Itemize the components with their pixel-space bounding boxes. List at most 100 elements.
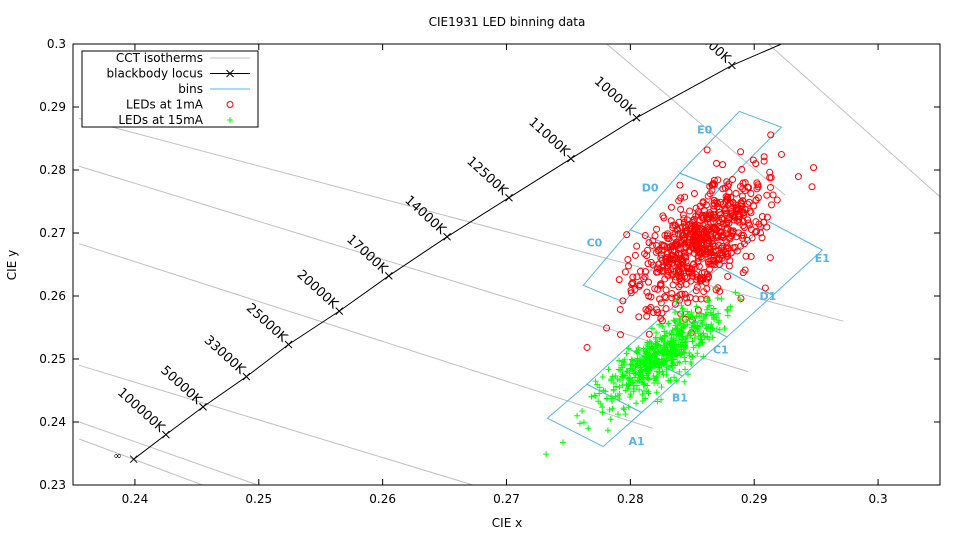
data-point: [739, 222, 747, 230]
data-point: [682, 358, 689, 365]
cct-isotherm-line: [767, 44, 940, 198]
data-point: [629, 357, 636, 364]
bin-label-E1: E1: [815, 252, 830, 265]
data-point: [651, 345, 658, 352]
data-point: [596, 384, 603, 391]
data-point: [656, 364, 663, 371]
data-point: [739, 269, 747, 277]
data-point: [606, 406, 613, 413]
data-point: [700, 288, 708, 296]
locus-marker: [129, 455, 138, 464]
data-point: [688, 309, 695, 316]
data-point: [687, 358, 694, 365]
data-point: [694, 208, 702, 216]
data-point: [616, 357, 623, 364]
data-point: [699, 199, 707, 207]
data-point: [645, 376, 652, 383]
data-point: [688, 353, 695, 360]
data-point-outlier: [707, 309, 714, 316]
cct-isotherm-line: [606, 44, 786, 196]
bin-outline-E0: [679, 110, 783, 190]
data-point-outlier: [574, 412, 581, 419]
data-point: [653, 348, 660, 355]
data-point: [698, 317, 705, 324]
data-point: [661, 328, 668, 335]
data-point: [698, 273, 706, 281]
data-point: [658, 360, 665, 367]
data-point: [702, 315, 709, 322]
data-point-outlier: [621, 268, 629, 276]
data-point: [610, 386, 617, 393]
data-point: [621, 356, 628, 363]
bin-label-D1: D1: [759, 290, 776, 303]
data-point: [689, 261, 697, 269]
data-point: [766, 183, 774, 191]
data-point: [665, 320, 672, 327]
led-15ma-series: [543, 284, 744, 458]
x-tick-label: 0.24: [122, 492, 149, 506]
data-point: [707, 328, 714, 335]
cct-isotherm-line: [79, 438, 204, 485]
data-point: [738, 165, 746, 173]
data-point: [701, 229, 709, 237]
data-point: [697, 333, 704, 340]
locus-temperature-label: 50000K: [157, 363, 204, 408]
data-point: [674, 241, 682, 249]
bin-label-C0: C0: [587, 236, 603, 249]
data-point: [631, 374, 638, 381]
data-point: [692, 270, 700, 278]
data-point: [670, 356, 677, 363]
data-point: [693, 303, 700, 310]
data-point: [643, 312, 651, 320]
data-point: [643, 288, 651, 296]
data-point: [686, 294, 694, 302]
data-point: [682, 335, 689, 342]
data-point: [665, 377, 672, 384]
data-point: [650, 373, 657, 380]
data-point: [709, 334, 716, 341]
locus-marker: [632, 113, 641, 122]
data-point: [616, 377, 623, 384]
data-point: [635, 282, 643, 290]
data-point: [656, 369, 663, 376]
data-point: [664, 339, 671, 346]
data-point: [658, 309, 666, 317]
data-point: [667, 203, 675, 211]
data-point: [659, 368, 666, 375]
data-point: [622, 372, 629, 379]
data-point: [633, 349, 640, 356]
data-point: [690, 190, 698, 198]
data-point: [724, 272, 732, 280]
data-point: [667, 217, 675, 225]
data-point: [599, 404, 606, 411]
data-point: [642, 306, 650, 314]
data-point: [724, 307, 731, 314]
data-point: [667, 350, 674, 357]
data-point: [597, 400, 604, 407]
isotherm-layer: [79, 44, 940, 485]
y-tick-label: 0.27: [39, 226, 66, 240]
data-point: [689, 313, 696, 320]
data-point: [685, 220, 693, 228]
data-point: [682, 257, 690, 265]
data-point: [641, 268, 649, 276]
data-point: [658, 246, 666, 254]
data-point: [777, 150, 785, 158]
data-point: [653, 389, 660, 396]
legend-label: LEDs at 1mA: [126, 98, 204, 112]
data-point: [681, 378, 688, 385]
data-point-outlier: [595, 398, 602, 405]
data-point: [752, 160, 760, 168]
data-point-outlier: [543, 451, 550, 458]
data-point: [679, 211, 687, 219]
locus-temperature-label: 11000K: [525, 115, 572, 160]
data-point: [689, 242, 697, 250]
data-point: [767, 174, 775, 182]
data-point: [657, 334, 664, 341]
data-point: [608, 377, 615, 384]
data-point: [622, 387, 629, 394]
data-point: [746, 207, 754, 215]
locus-marker: [505, 193, 513, 202]
data-point-outlier: [673, 298, 680, 305]
